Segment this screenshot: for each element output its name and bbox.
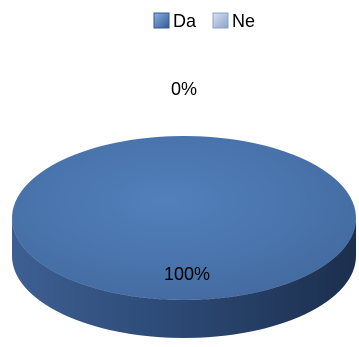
legend-swatch-da: [153, 12, 170, 29]
data-label-ne: 0%: [171, 79, 197, 99]
data-label-da: 100%: [164, 264, 210, 284]
legend-item-ne: Ne: [212, 11, 255, 31]
legend-label-da: Da: [173, 11, 197, 31]
pie-slice-da-top: [12, 136, 356, 300]
pie-slice-da-side: [12, 218, 356, 338]
legend: Da Ne: [153, 11, 255, 31]
legend-item-da: Da: [153, 11, 197, 31]
legend-swatch-ne: [212, 12, 229, 29]
legend-label-ne: Ne: [232, 11, 255, 31]
pie-slice-da: [12, 136, 356, 338]
